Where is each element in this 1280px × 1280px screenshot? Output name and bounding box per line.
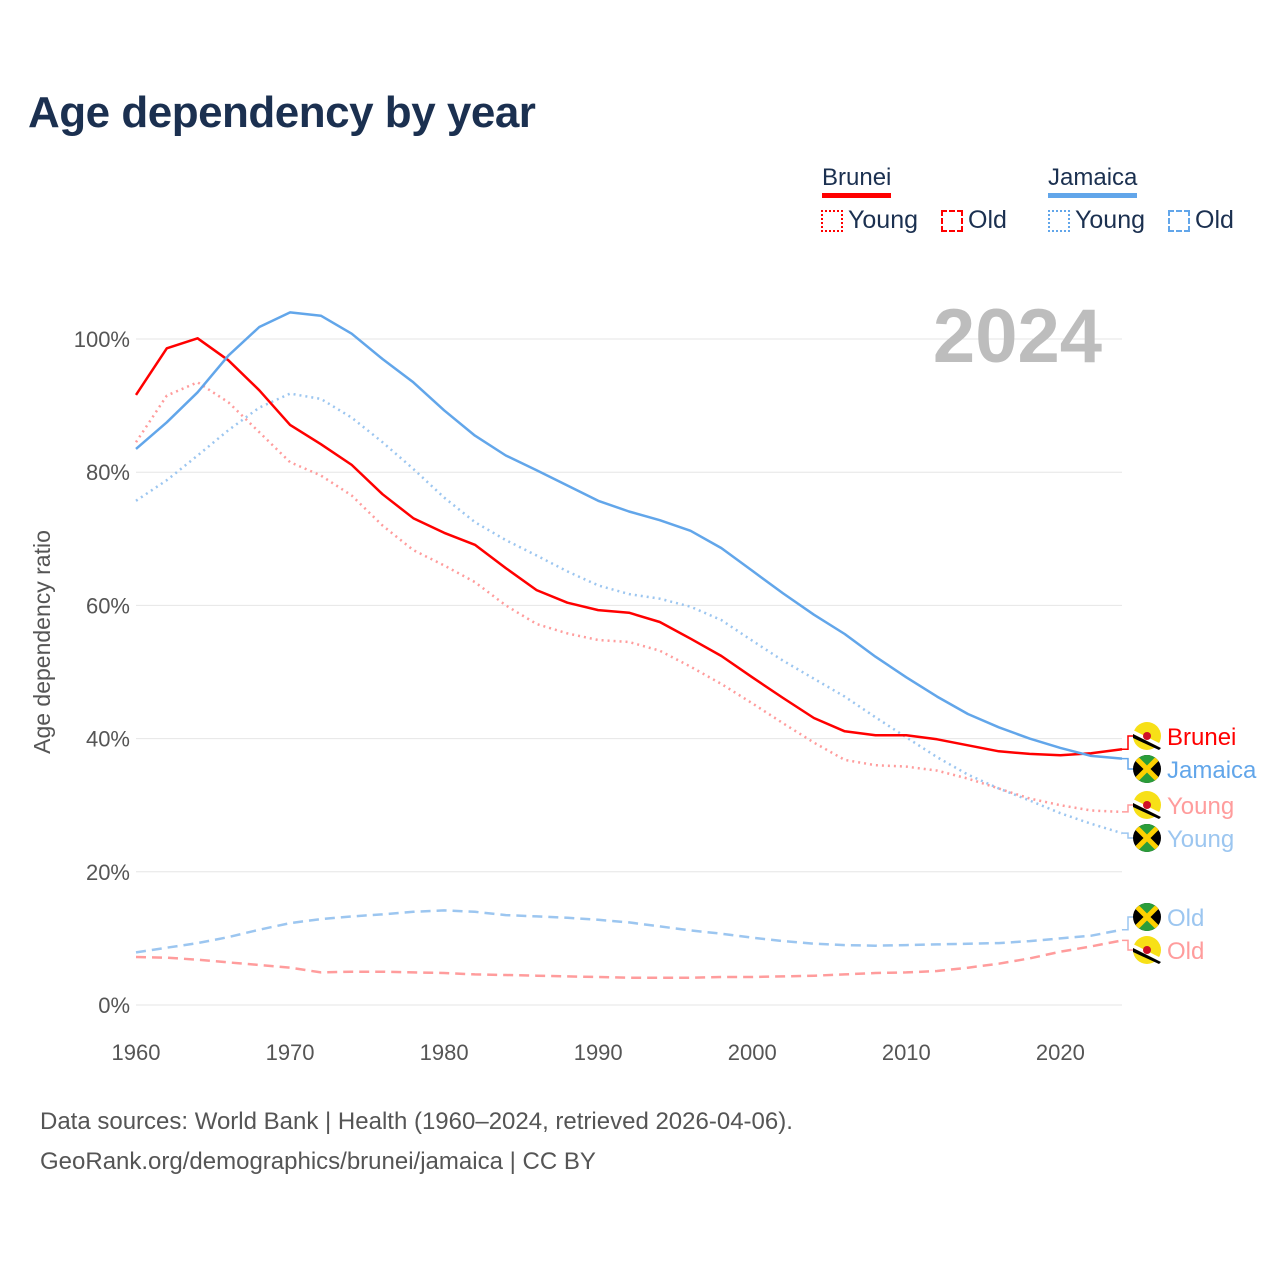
flag-band (1133, 734, 1161, 750)
legend-label: Young (1075, 206, 1145, 234)
legend-label: Young (848, 206, 918, 234)
legend-group-jamaica: Jamaica (1048, 164, 1138, 198)
series-line-jamaica-old (135, 909, 1123, 954)
y-tick-label: 100% (74, 327, 130, 352)
flag-emblem (1143, 946, 1151, 954)
flag-body (1133, 755, 1161, 783)
legend-jamaica-label: Jamaica (1048, 164, 1138, 191)
series-line-brunei-old (135, 939, 1123, 979)
series-line-brunei-young (134, 381, 1123, 814)
y-tick-label: 20% (86, 860, 130, 885)
x-tick-label: 2000 (728, 1040, 777, 1065)
x-tick-label: 1980 (420, 1040, 469, 1065)
dotted-swatch-icon (1048, 209, 1070, 232)
legend-brunei-label: Brunei (822, 164, 892, 191)
brunei-flag-icon (1133, 722, 1161, 750)
footer-link[interactable]: GeoRank.org/demographics/brunei/jamaica … (40, 1148, 596, 1175)
footer-sources: Data sources: World Bank | Health (1960–… (40, 1108, 793, 1135)
x-tick-label: 1970 (266, 1040, 315, 1065)
label-connector (1122, 916, 1134, 931)
legend-brunei-swatch (822, 193, 892, 198)
flag-body (1133, 903, 1161, 931)
flag-emblem (1143, 732, 1151, 740)
x-tick-label: 2010 (882, 1040, 931, 1065)
legend-jamaica-young[interactable]: Young (1048, 206, 1145, 235)
end-label: Young (1167, 826, 1234, 853)
legend-brunei-young[interactable]: Young (821, 206, 918, 235)
legend-label: Old (1195, 206, 1234, 234)
end-label: Old (1167, 938, 1204, 965)
label-connector (1122, 804, 1134, 813)
year-watermark: 2024 (933, 294, 1102, 379)
flag-saltire (1133, 755, 1161, 783)
label-connector (1122, 939, 1134, 951)
jamaica-flag-icon (1133, 903, 1161, 931)
end-label: Old (1167, 905, 1204, 932)
series-line-brunei (134, 337, 1123, 757)
legend-brunei-old[interactable]: Old (941, 206, 1007, 235)
x-tick-label: 1990 (574, 1040, 623, 1065)
legend-jamaica-old[interactable]: Old (1168, 206, 1234, 235)
jamaica-flag-icon (1133, 824, 1161, 852)
brunei-flag-icon (1133, 936, 1161, 964)
y-axis-label: Age dependency ratio (29, 530, 55, 754)
flag-body (1133, 824, 1161, 852)
brunei-flag-icon (1133, 791, 1161, 819)
y-tick-label: 0% (98, 993, 130, 1018)
jamaica-flag-icon (1133, 755, 1161, 783)
dashed-swatch-icon (941, 209, 963, 232)
flag-saltire (1133, 903, 1161, 931)
label-connector (1122, 832, 1134, 839)
series-line-jamaica-young (135, 392, 1123, 835)
dashed-swatch-icon (1168, 209, 1190, 232)
y-tick-label: 80% (86, 460, 130, 485)
dotted-swatch-icon (821, 209, 843, 232)
flag-band (1133, 803, 1161, 819)
x-tick-label: 1960 (112, 1040, 161, 1065)
chart-title: Age dependency by year (28, 88, 536, 137)
series-line-jamaica (135, 311, 1123, 760)
label-connector (1122, 757, 1134, 770)
flag-emblem (1143, 801, 1151, 809)
y-tick-label: 40% (86, 727, 130, 752)
end-label: Jamaica (1167, 757, 1257, 784)
end-label: Brunei (1167, 724, 1236, 751)
label-connector (1122, 735, 1134, 751)
x-tick-label: 2020 (1036, 1040, 1085, 1065)
legend-group-brunei: Brunei (822, 164, 892, 198)
y-tick-label: 60% (86, 593, 130, 618)
legend-jamaica-swatch (1048, 193, 1138, 198)
flag-saltire (1133, 824, 1161, 852)
legend-label: Old (968, 206, 1007, 234)
flag-band (1133, 948, 1161, 964)
end-label: Young (1167, 793, 1234, 820)
